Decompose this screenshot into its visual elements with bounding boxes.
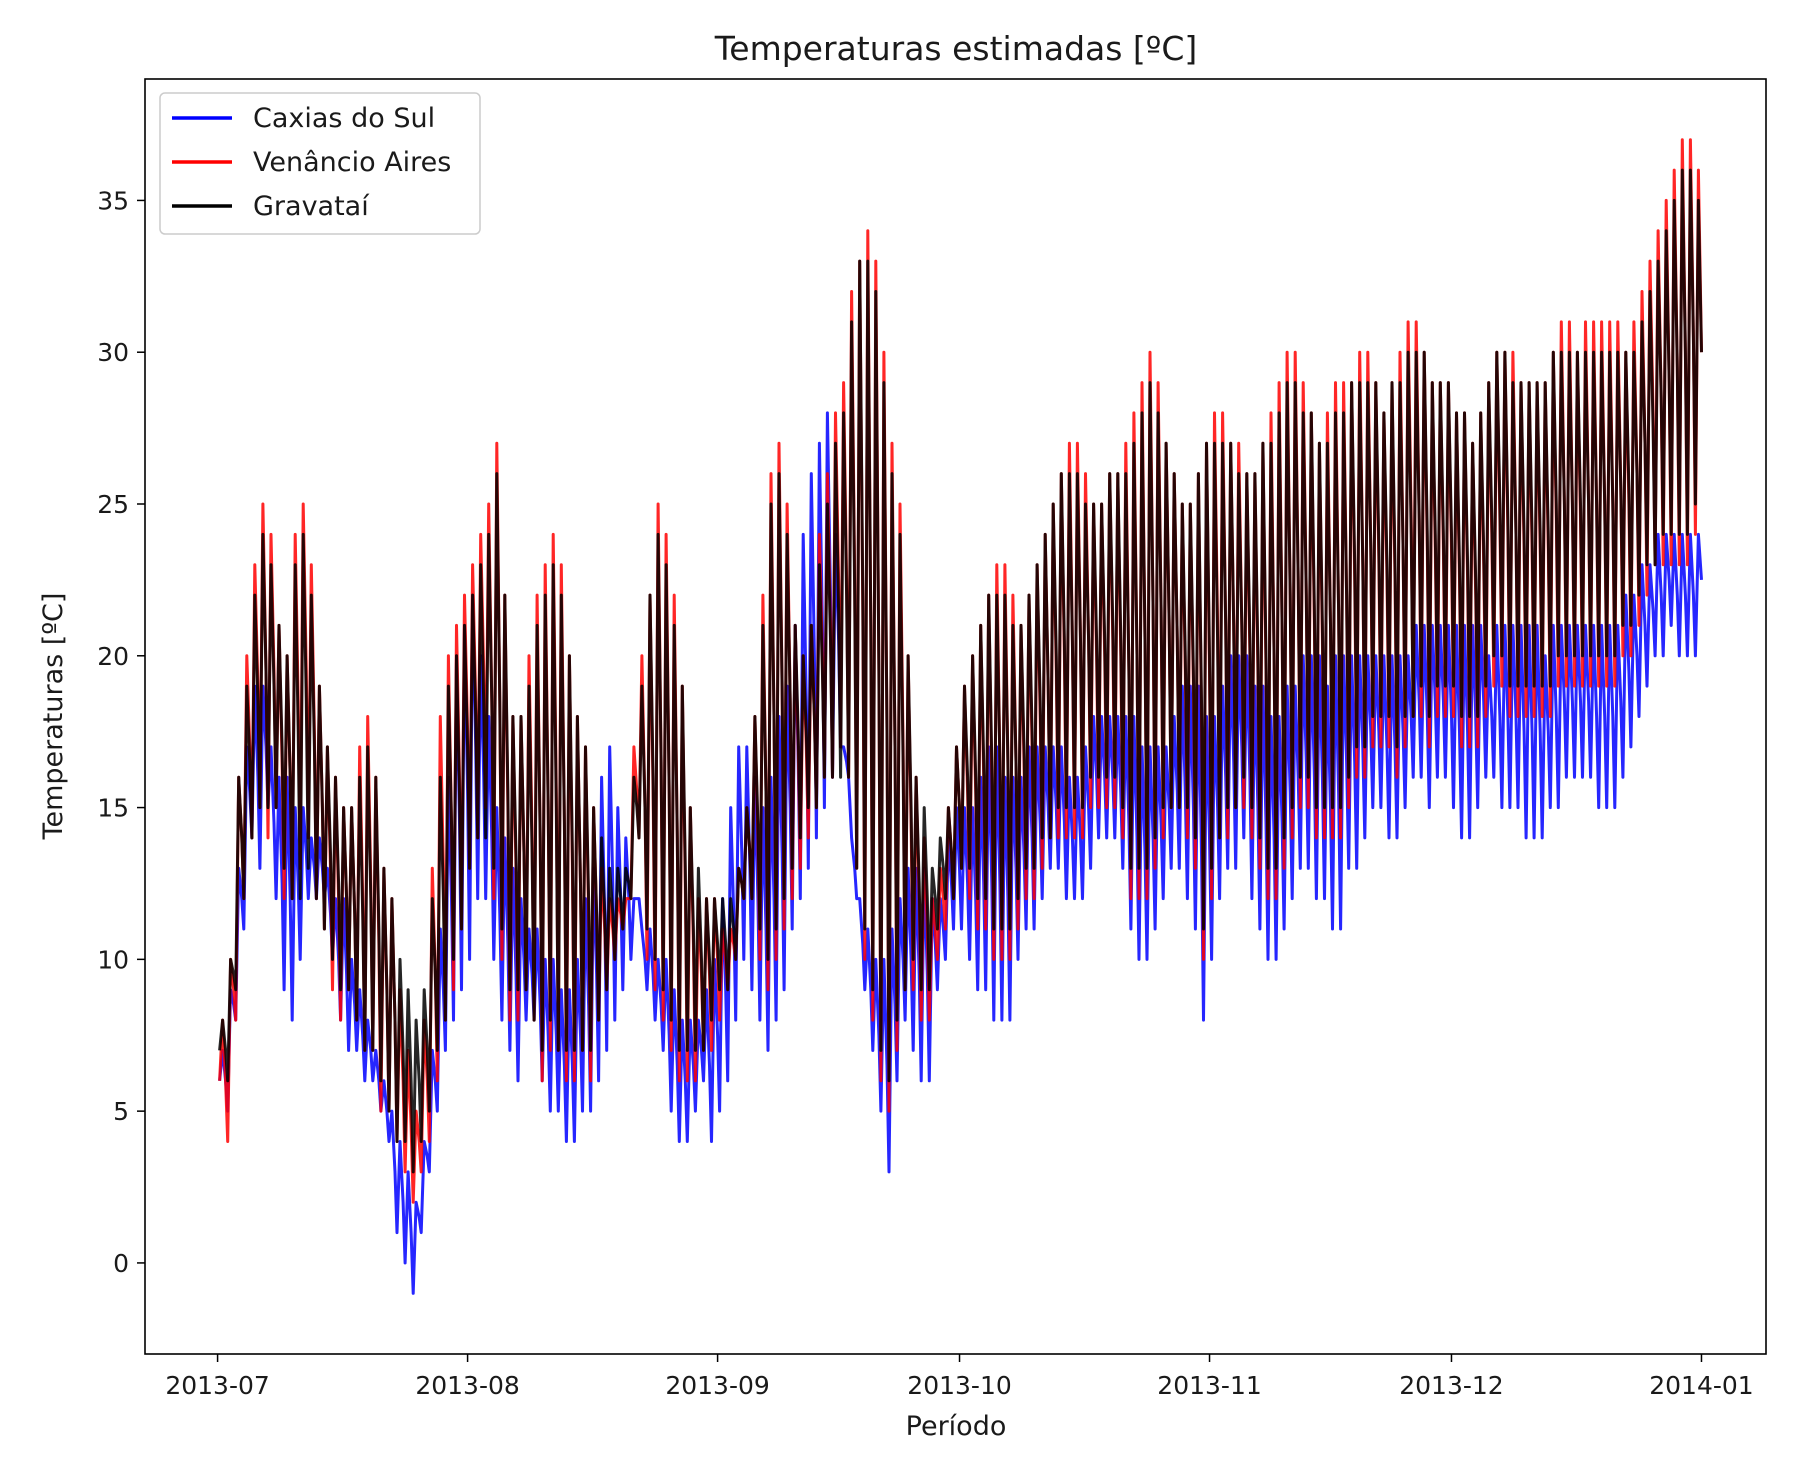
legend-label-gravatai: Gravataí <box>253 191 370 222</box>
series-line-2 <box>218 168 1703 1174</box>
y-axis-label: Temperaturas [ºC] <box>38 593 69 841</box>
y-tick-label: 35 <box>97 186 129 215</box>
y-tick-label: 5 <box>113 1097 129 1126</box>
x-tick-label: 2013-11 <box>1157 1371 1261 1400</box>
legend: Caxias do Sul Venâncio Aires Gravataí <box>159 92 481 235</box>
x-tick-label: 2013-07 <box>165 1371 269 1400</box>
y-axis-ticks: 0 5 10 15 20 25 30 35 <box>97 186 145 1278</box>
legend-box <box>159 92 481 235</box>
x-tick-label: 2013-09 <box>665 1371 769 1400</box>
x-tick-label: 2013-10 <box>907 1371 1011 1400</box>
x-axis-ticks: 2013-07 2013-08 2013-09 2013-10 2013-11 2013-… <box>165 1354 1754 1400</box>
plot-frame <box>144 78 1767 1355</box>
chart-title: Temperaturas estimadas [ºC] <box>714 29 1198 68</box>
plot-area <box>218 138 1703 1295</box>
y-tick-label: 30 <box>97 338 129 367</box>
x-tick-label: 2013-08 <box>415 1371 519 1400</box>
x-tick-label: 2013-12 <box>1399 1371 1503 1400</box>
x-tick-label: 2014-01 <box>1649 1371 1753 1400</box>
y-tick-label: 0 <box>113 1249 129 1278</box>
y-tick-label: 25 <box>97 490 129 519</box>
y-tick-label: 10 <box>97 945 129 974</box>
legend-label-caxias: Caxias do Sul <box>253 103 435 134</box>
y-tick-label: 15 <box>97 794 129 823</box>
legend-label-venancio: Venâncio Aires <box>253 147 451 178</box>
y-tick-label: 20 <box>97 642 129 671</box>
x-axis-label: Período <box>906 1411 1007 1442</box>
series-layer <box>218 138 1703 1295</box>
